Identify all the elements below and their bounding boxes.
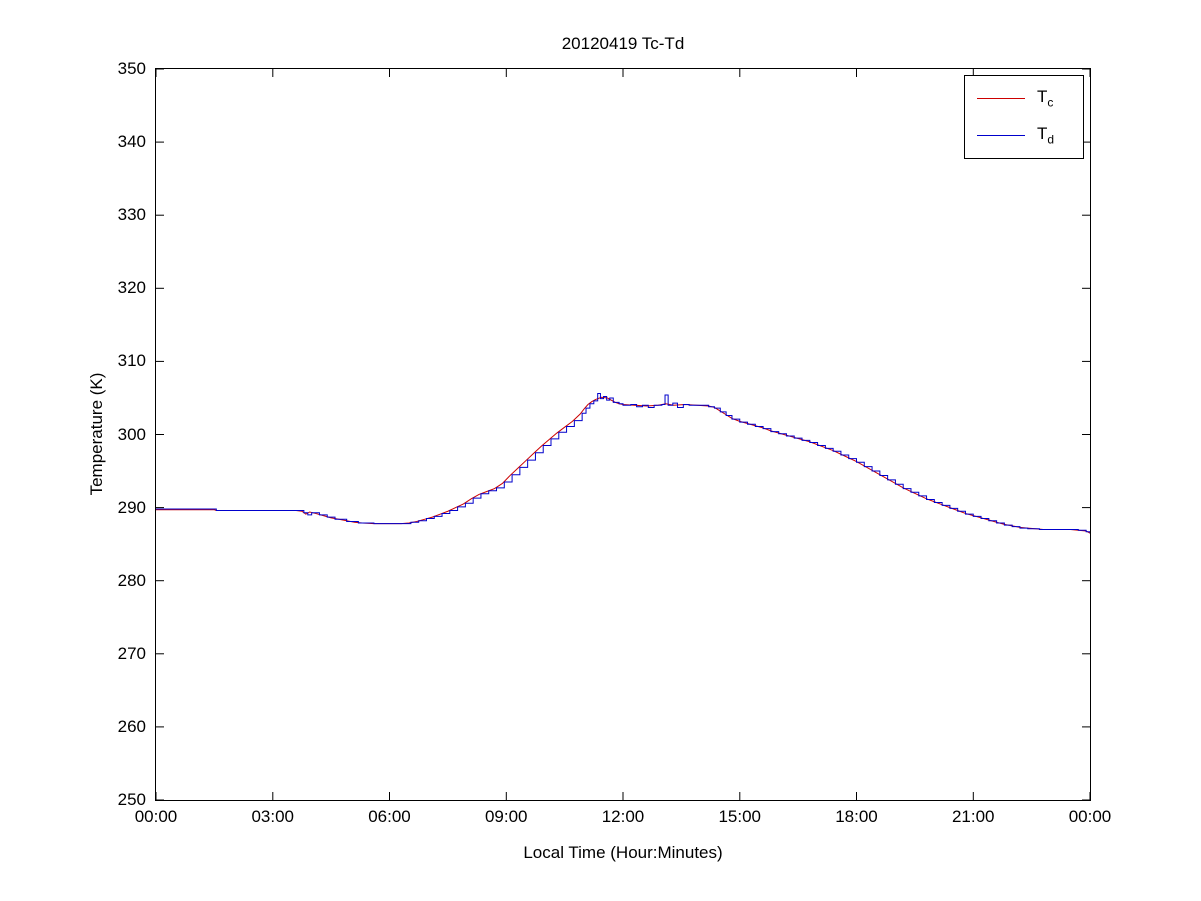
x-tick-label: 06:00 [368,807,411,826]
legend: Tc Td [964,75,1084,159]
series-line-tc [156,396,1090,534]
series-lines [156,393,1090,534]
legend-label-td: Td [1037,124,1055,147]
y-tick-label: 320 [117,278,146,298]
y-tick-label: 250 [117,790,146,809]
y-tick-label: 340 [117,132,146,152]
legend-label-tc: Tc [1037,87,1054,110]
x-tick-label: 03:00 [251,807,295,826]
x-tick-label: 18:00 [835,807,878,826]
y-tick-label: 260 [117,716,146,736]
y-tick-label: 300 [117,424,146,444]
chart-title: 20120419 Tc-Td [561,34,685,53]
y-tick-label: 270 [117,643,146,663]
x-tick-label: 12:00 [601,807,645,826]
y-tick-label: 350 [117,59,146,78]
legend-entry-tc: Tc [977,87,1083,110]
y-tick-label: 310 [117,351,146,371]
axis-tick-marks [156,69,1090,800]
plot-area [155,68,1091,801]
x-tick-label: 15:00 [718,807,762,826]
x-tick-label: 09:00 [484,807,528,826]
x-tick-label: 21:00 [951,807,995,826]
legend-entry-td: Td [977,124,1083,147]
legend-line-sample-td [977,134,1025,136]
y-tick-label: 280 [117,570,146,590]
x-tick-label: 00:00 [134,807,178,826]
y-tick-label: 290 [117,497,146,517]
plot-svg [156,69,1090,800]
x-axis-label: Local Time (Hour:Minutes) [523,843,723,862]
y-tick-label: 330 [117,205,146,225]
x-tick-label: 00:00 [1068,807,1112,826]
legend-line-sample-tc [977,97,1025,99]
series-line-td [156,393,1090,534]
